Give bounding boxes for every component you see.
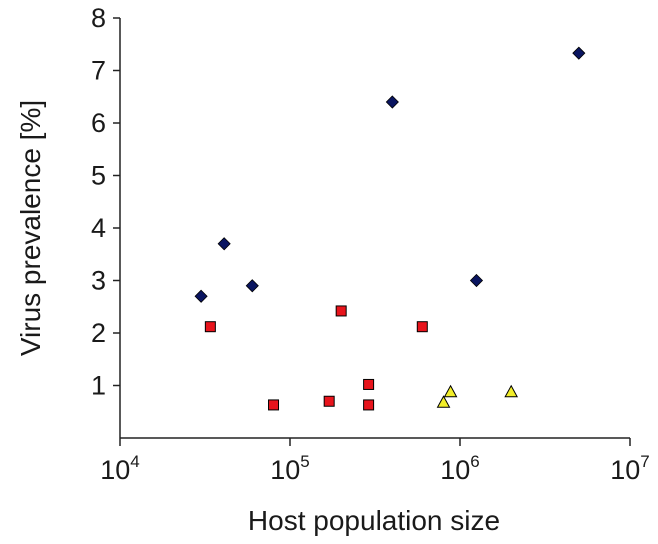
x-tick-base: 10 (610, 455, 640, 485)
y-tick-label: 3 (91, 266, 106, 296)
square-point (268, 399, 280, 411)
diamond-point (194, 289, 208, 303)
y-tick-label: 7 (91, 56, 106, 86)
square-point (204, 321, 216, 333)
x-tick-exponent: 6 (470, 452, 479, 471)
x-axis-title: Host population size (248, 505, 500, 536)
data-points (194, 46, 586, 411)
diamond-point (245, 279, 259, 293)
square-point (363, 378, 375, 390)
x-tick-base: 10 (270, 455, 300, 485)
x-tick-label: 106 (440, 452, 480, 485)
x-tick-base: 10 (440, 455, 470, 485)
x-tick-exponent: 4 (130, 452, 139, 471)
y-axis-ticks: 1 2 3 4 5 6 7 8 (91, 3, 120, 401)
diamond-point (385, 95, 399, 109)
triangle-point (504, 384, 519, 398)
axes (119, 18, 630, 439)
diamond-point (469, 273, 484, 288)
square-point (363, 399, 375, 411)
y-axis-title: Virus prevalence [%] (15, 100, 46, 356)
x-tick-exponent: 7 (640, 452, 649, 471)
y-tick-label: 2 (91, 318, 106, 348)
y-tick-label: 6 (91, 108, 106, 138)
x-tick-label: 107 (610, 452, 650, 485)
square-point (323, 395, 335, 407)
x-tick-exponent: 5 (300, 452, 309, 471)
square-point (416, 321, 428, 333)
triangle-point (436, 395, 451, 408)
y-tick-label: 4 (91, 213, 106, 243)
diamond-point (572, 46, 586, 60)
x-tick-base: 10 (100, 455, 130, 485)
x-tick-label: 104 (100, 452, 140, 485)
y-tick-label: 5 (91, 161, 106, 191)
y-tick-label: 8 (91, 3, 106, 33)
square-point (335, 305, 347, 317)
x-axis-ticks: 104 105 106 107 (100, 438, 650, 485)
x-tick-label: 105 (270, 452, 310, 485)
triangle-point (443, 384, 458, 398)
diamond-point (217, 237, 231, 251)
y-tick-label: 1 (91, 371, 106, 401)
